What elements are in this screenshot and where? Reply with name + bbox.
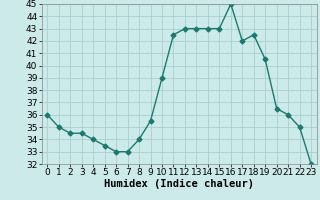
X-axis label: Humidex (Indice chaleur): Humidex (Indice chaleur) xyxy=(104,179,254,189)
